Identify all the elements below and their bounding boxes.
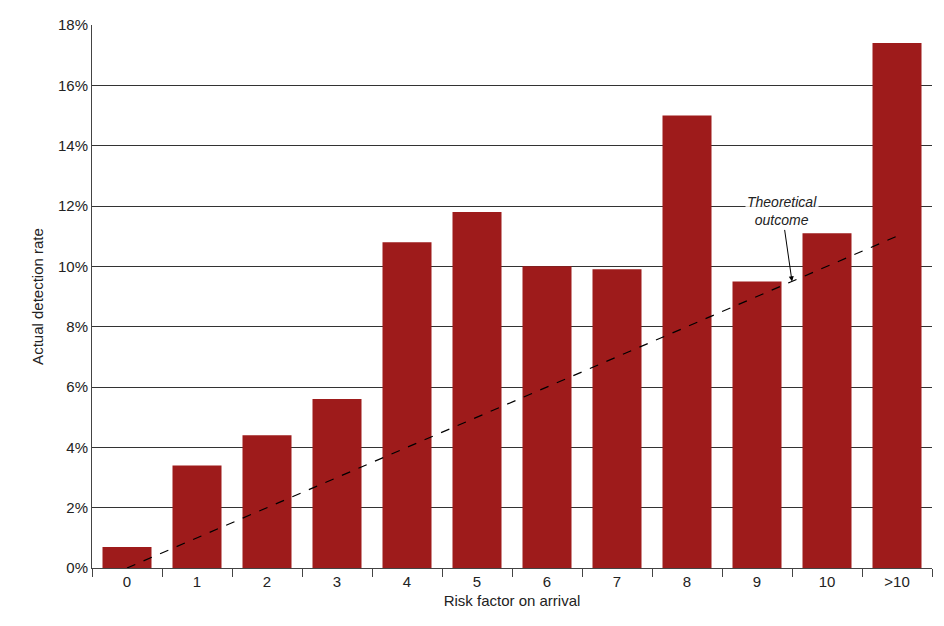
svg-text:0: 0 bbox=[123, 573, 131, 590]
svg-text:18%: 18% bbox=[58, 16, 88, 33]
svg-text:5: 5 bbox=[473, 573, 481, 590]
svg-text:>10: >10 bbox=[884, 573, 909, 590]
svg-text:10: 10 bbox=[819, 573, 836, 590]
svg-text:14%: 14% bbox=[58, 137, 88, 154]
svg-text:9: 9 bbox=[753, 573, 761, 590]
svg-text:10%: 10% bbox=[58, 258, 88, 275]
svg-text:4: 4 bbox=[403, 573, 411, 590]
svg-text:Theoreticaloutcome: Theoreticaloutcome bbox=[747, 194, 817, 228]
svg-text:12%: 12% bbox=[58, 197, 88, 214]
svg-text:16%: 16% bbox=[58, 77, 88, 94]
svg-text:2: 2 bbox=[263, 573, 271, 590]
svg-text:6: 6 bbox=[543, 573, 551, 590]
svg-text:Risk factor on arrival: Risk factor on arrival bbox=[444, 592, 581, 609]
svg-text:Actual detection rate: Actual detection rate bbox=[29, 228, 46, 365]
svg-text:6%: 6% bbox=[66, 378, 88, 395]
svg-text:7: 7 bbox=[613, 573, 621, 590]
svg-text:4%: 4% bbox=[66, 439, 88, 456]
svg-text:2%: 2% bbox=[66, 499, 88, 516]
svg-text:3: 3 bbox=[333, 573, 341, 590]
svg-text:8%: 8% bbox=[66, 318, 88, 335]
svg-text:0%: 0% bbox=[66, 559, 88, 576]
svg-text:8: 8 bbox=[683, 573, 691, 590]
svg-text:1: 1 bbox=[193, 573, 201, 590]
